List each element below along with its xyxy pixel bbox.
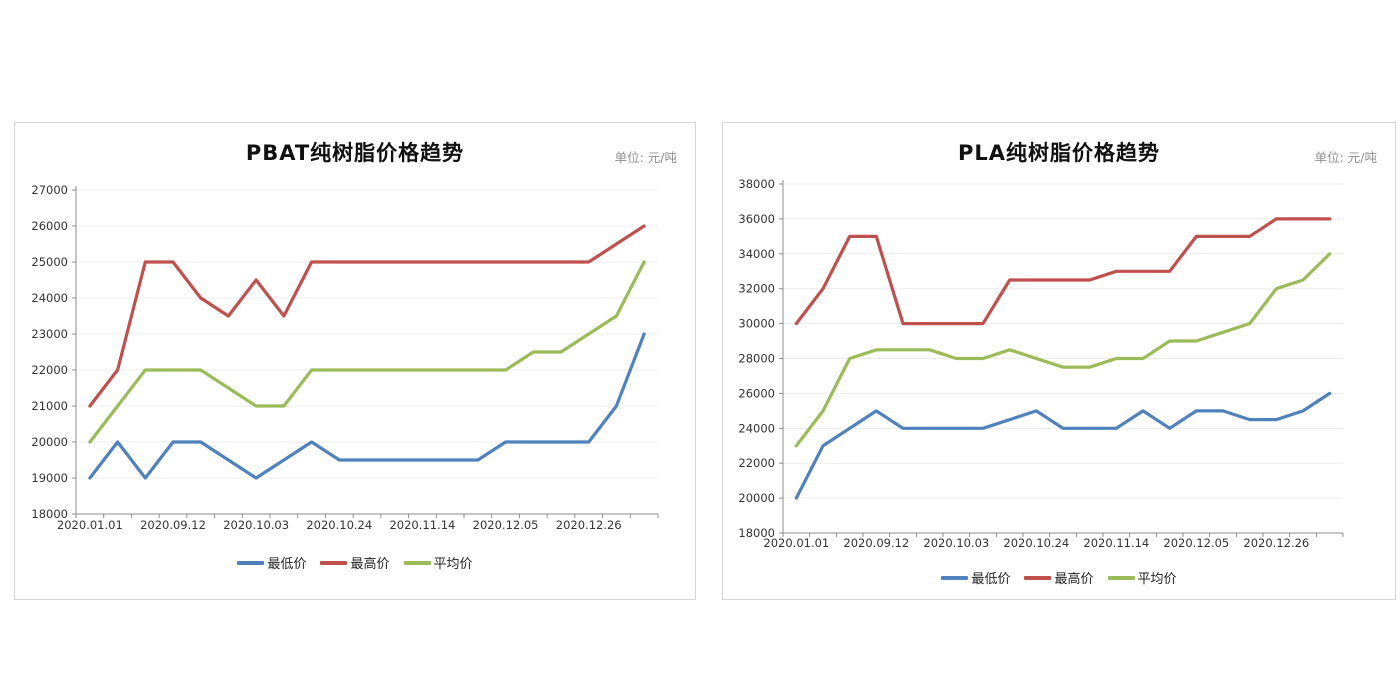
max-price-line-marker [1024, 575, 1052, 580]
legend-item-avg: 平均价 [403, 553, 473, 572]
x-tick-label: 2020.11.14 [1083, 536, 1149, 550]
y-tick-label: 23000 [31, 327, 68, 341]
legend: 最低价 最高价 平均价 [15, 553, 695, 572]
y-tick-label: 21000 [31, 399, 68, 413]
pbat-line-chart: 18000 19000 20000 21000 22000 23000 24000 25000… [31, 183, 659, 532]
avg-price-line [794, 252, 1332, 448]
legend-label-min: 最低价 [971, 572, 1011, 587]
max-price-line [794, 217, 1332, 326]
legend-label-avg: 平均价 [433, 557, 473, 572]
y-tick-labels: 18000 20000 22000 24000 26000 28000 30000 32000… [738, 177, 775, 540]
y-tick-label: 36000 [738, 212, 775, 226]
x-tick-label: 2020.11.14 [389, 518, 455, 532]
x-tick-label: 2020.09.12 [140, 518, 206, 532]
min-price-line-marker [237, 560, 265, 565]
y-tick-label: 19000 [31, 471, 68, 485]
gridlines [783, 183, 1343, 499]
unit-label: 单位: 元/吨 [1314, 150, 1377, 165]
legend-item-max: 最高价 [1024, 568, 1094, 587]
pbat-chart-panel: PBAT纯树脂价格趋势 单位: 元/吨 18000 19000 20000 21000… [14, 122, 696, 600]
max-price-line-marker [320, 560, 348, 565]
y-tick-label: 26000 [738, 386, 775, 400]
x-tick-label: 2020.10.24 [306, 518, 372, 532]
min-price-line [88, 332, 646, 480]
x-tick-label: 2020.10.03 [923, 536, 989, 550]
unit-label: 单位: 元/吨 [614, 150, 677, 165]
axes [779, 180, 1344, 537]
y-tick-label: 38000 [738, 177, 775, 191]
avg-price-line-marker [403, 560, 431, 565]
y-tick-label: 24000 [738, 421, 775, 435]
avg-price-line [88, 260, 646, 444]
x-tick-label: 2020.10.24 [1003, 536, 1069, 550]
legend-label-max: 最高价 [1054, 572, 1094, 587]
max-price-line [88, 224, 646, 408]
axes [72, 186, 659, 518]
pla-chart-panel: PLA纯树脂价格趋势 单位: 元/吨 18000 20000 22000 24000 2… [722, 122, 1396, 600]
x-tick-label: 2020.12.26 [1243, 536, 1309, 550]
chart-title: PLA纯树脂价格趋势 [957, 141, 1161, 165]
x-tick-label: 2020.12.05 [1163, 536, 1229, 550]
y-tick-label: 25000 [31, 255, 68, 269]
min-price-line-marker [941, 575, 969, 580]
x-tick-label: 2020.12.26 [556, 518, 622, 532]
avg-price-line-marker [1107, 575, 1135, 580]
gridlines [76, 189, 658, 479]
y-tick-label: 26000 [31, 219, 68, 233]
x-tick-label: 2020.01.01 [763, 536, 829, 550]
y-tick-label: 34000 [738, 247, 775, 261]
pla-line-chart: 18000 20000 22000 24000 26000 28000 30000 32000… [738, 177, 1344, 550]
min-price-line [794, 391, 1332, 500]
chart-title: PBAT纯树脂价格趋势 [245, 141, 465, 165]
y-tick-label: 20000 [738, 491, 775, 505]
legend-label-min: 最低价 [267, 557, 307, 572]
x-tick-label: 2020.09.12 [843, 536, 909, 550]
legend-item-max: 最高价 [320, 553, 390, 572]
x-tick-label: 2020.12.05 [473, 518, 539, 532]
y-tick-label: 18000 [31, 507, 68, 521]
y-tick-label: 28000 [738, 352, 775, 366]
y-tick-label: 32000 [738, 282, 775, 296]
legend-item-avg: 平均价 [1107, 568, 1177, 587]
y-tick-label: 18000 [738, 526, 775, 540]
legend-label-max: 最高价 [350, 557, 390, 572]
y-tick-label: 20000 [31, 435, 68, 449]
legend-item-min: 最低价 [941, 568, 1010, 587]
y-tick-label: 30000 [738, 317, 775, 331]
legend-label-avg: 平均价 [1137, 572, 1177, 587]
x-tick-label: 2020.01.01 [57, 518, 123, 532]
x-tick-label: 2020.10.03 [223, 518, 289, 532]
y-tick-label: 22000 [738, 456, 775, 470]
legend-item-min: 最低价 [237, 553, 306, 572]
y-tick-label: 27000 [31, 183, 68, 197]
x-tick-labels: 2020.01.01 2020.09.12 2020.10.03 2020.10.24… [57, 518, 622, 532]
y-tick-labels: 18000 19000 20000 21000 22000 23000 24000 25000… [31, 183, 68, 521]
legend: 最低价 最高价 平均价 [723, 568, 1395, 587]
x-tick-labels: 2020.01.01 2020.09.12 2020.10.03 2020.10.24… [763, 536, 1309, 550]
y-tick-label: 22000 [31, 363, 68, 377]
y-tick-label: 24000 [31, 291, 68, 305]
